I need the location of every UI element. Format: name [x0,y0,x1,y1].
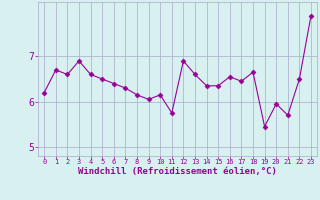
X-axis label: Windchill (Refroidissement éolien,°C): Windchill (Refroidissement éolien,°C) [78,167,277,176]
